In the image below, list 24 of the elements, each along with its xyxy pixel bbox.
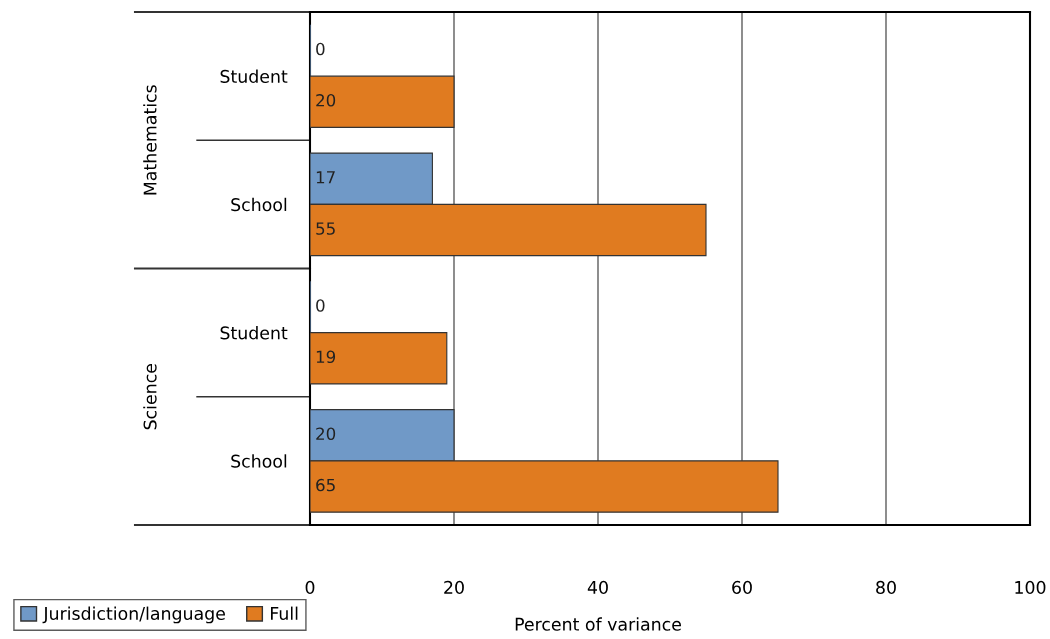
x-tick-label: 60: [732, 580, 752, 594]
text: Mathematics: [143, 85, 157, 195]
x-tick-label: 0: [305, 580, 315, 594]
y-tick-label: Student: [220, 69, 288, 83]
y-tick-label: School: [231, 454, 287, 468]
data-label: 55: [316, 222, 335, 235]
x-tick-label: 40: [587, 580, 608, 594]
data-label: 20: [316, 427, 336, 441]
data-label: 0: [316, 299, 325, 312]
x-tick-label: 20: [444, 580, 464, 594]
x-tick-label: 80: [876, 580, 896, 594]
legend-label: Full: [271, 606, 298, 621]
x-axis-title: Percent of variance: [515, 617, 681, 631]
data-label: 17: [316, 171, 335, 184]
data-label: 19: [316, 350, 336, 364]
data-label: 20: [316, 94, 336, 107]
text: Science: [143, 364, 157, 430]
y-tick-label: School: [231, 197, 287, 212]
data-label: 65: [316, 478, 335, 492]
y-tick-label: Student: [220, 326, 288, 340]
data-label: 0: [316, 42, 325, 56]
x-tick-label: 100: [1015, 580, 1046, 594]
bar: [310, 332, 448, 385]
legend-label: Jurisdiction/language: [42, 606, 225, 624]
